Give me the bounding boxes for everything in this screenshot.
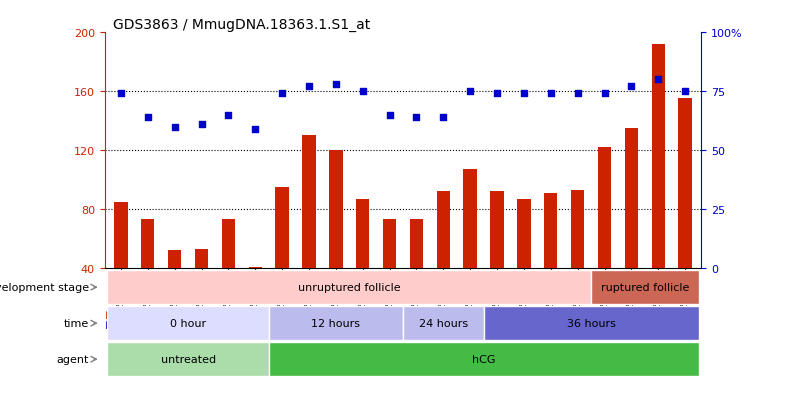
Text: 12 hours: 12 hours — [311, 318, 360, 328]
Bar — [329, 151, 343, 268]
Point — [249, 126, 262, 133]
Point — [168, 124, 181, 131]
Point — [141, 114, 154, 121]
Bar — [625, 129, 638, 268]
Point — [517, 91, 530, 97]
Bar — [222, 220, 235, 268]
Bar — [302, 136, 316, 268]
Text: 24 hours: 24 hours — [419, 318, 467, 328]
Bar — [598, 148, 611, 268]
Point — [463, 88, 476, 95]
Point — [410, 114, 423, 121]
Bar — [195, 249, 208, 268]
Bar — [141, 220, 155, 268]
Bar — [544, 193, 558, 268]
Text: 0 hour: 0 hour — [170, 318, 206, 328]
Point — [679, 88, 692, 95]
Text: hCG: hCG — [472, 354, 496, 364]
Text: ruptured follicle: ruptured follicle — [600, 282, 689, 292]
Bar — [437, 192, 450, 268]
Text: GDS3863 / MmugDNA.18363.1.S1_at: GDS3863 / MmugDNA.18363.1.S1_at — [113, 18, 370, 32]
Text: 36 hours: 36 hours — [567, 318, 616, 328]
Point — [437, 114, 450, 121]
Bar — [409, 220, 423, 268]
Bar — [356, 199, 369, 268]
Point — [652, 77, 665, 83]
Point — [276, 91, 289, 97]
Bar — [168, 251, 181, 268]
Point — [356, 88, 369, 95]
Bar — [490, 192, 504, 268]
Point — [491, 91, 504, 97]
Bar — [463, 170, 477, 268]
Text: untreated: untreated — [160, 354, 216, 364]
Point — [544, 91, 557, 97]
Point — [571, 91, 584, 97]
Text: unruptured follicle: unruptured follicle — [298, 282, 401, 292]
Point — [222, 112, 235, 119]
Point — [195, 121, 208, 128]
Bar — [114, 202, 127, 268]
Text: ■ percentile rank within the sample: ■ percentile rank within the sample — [105, 319, 293, 329]
Bar — [571, 190, 584, 268]
Point — [330, 81, 343, 88]
Bar — [679, 99, 692, 268]
Point — [625, 84, 638, 90]
Text: agent: agent — [56, 354, 89, 364]
Bar — [276, 188, 289, 268]
Point — [598, 91, 611, 97]
Bar — [383, 220, 397, 268]
Bar — [651, 45, 665, 268]
Text: development stage: development stage — [0, 282, 89, 292]
Bar — [248, 267, 262, 268]
Text: ■ count: ■ count — [105, 309, 147, 319]
Bar — [517, 199, 530, 268]
Point — [383, 112, 396, 119]
Point — [114, 91, 127, 97]
Point — [302, 84, 315, 90]
Text: time: time — [64, 318, 89, 328]
